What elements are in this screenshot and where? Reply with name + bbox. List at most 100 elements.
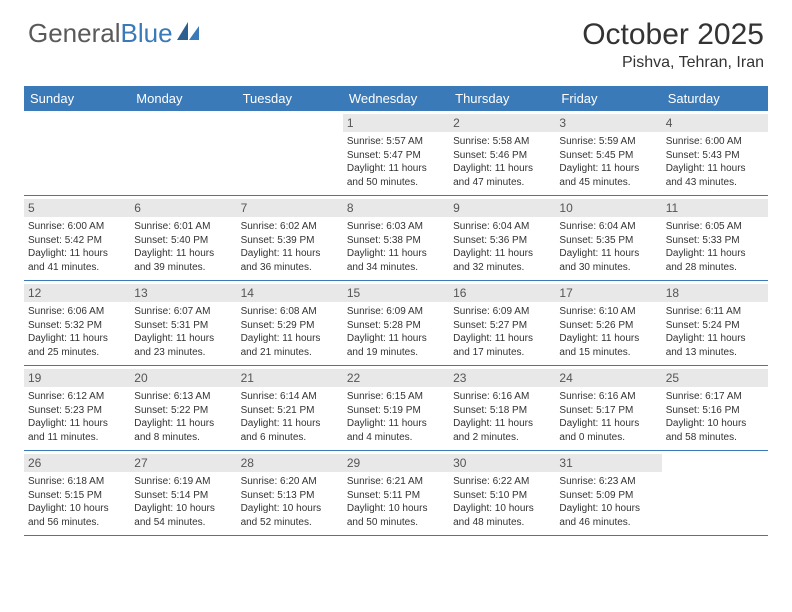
sunrise-line: Sunrise: 6:00 AM — [28, 220, 126, 234]
daylight-line: Daylight: 11 hours and 43 minutes. — [666, 162, 764, 189]
day-number: 31 — [555, 454, 661, 472]
calendar-day-cell: 9Sunrise: 6:04 AMSunset: 5:36 PMDaylight… — [449, 196, 555, 281]
day-number: 8 — [343, 199, 449, 217]
sunset-line: Sunset: 5:26 PM — [559, 319, 657, 333]
day-info: Sunrise: 6:20 AMSunset: 5:13 PMDaylight:… — [241, 475, 339, 529]
daylight-line: Daylight: 11 hours and 2 minutes. — [453, 417, 551, 444]
daylight-line: Daylight: 11 hours and 34 minutes. — [347, 247, 445, 274]
calendar-day-cell: 23Sunrise: 6:16 AMSunset: 5:18 PMDayligh… — [449, 366, 555, 451]
calendar-day-cell: 15 Sunrise: 6:09 AMSunset: 5:28 PMDayligh… — [343, 281, 449, 366]
sunrise-line: Sunrise: 6:05 AM — [666, 220, 764, 234]
calendar-day-cell: 20 Sunrise: 6:13 AMSunset: 5:22 PMDayligh… — [130, 366, 236, 451]
day-number: 19 — [24, 369, 130, 387]
day-number: 30 — [449, 454, 555, 472]
daylight-line: Daylight: 10 hours and 58 minutes. — [666, 417, 764, 444]
sail-icon — [175, 20, 201, 47]
calendar-day-cell: 18Sunrise: 6:11 AMSunset: 5:24 PMDayligh… — [662, 281, 768, 366]
weekday-header: Thursday — [449, 86, 555, 111]
day-number: 27 — [130, 454, 236, 472]
day-info: Sunrise: 6:09 AMSunset: 5:28 PMDaylight:… — [347, 305, 445, 359]
day-number: 11 — [662, 199, 768, 217]
day-info: Sunrise: 6:11 AMSunset: 5:24 PMDaylight:… — [666, 305, 764, 359]
daylight-line: Daylight: 11 hours and 11 minutes. — [28, 417, 126, 444]
calendar-day-cell: 14Sunrise: 6:08 AMSunset: 5:29 PMDayligh… — [237, 281, 343, 366]
sunrise-line: Sunrise: 5:59 AM — [559, 135, 657, 149]
sunset-line: Sunset: 5:39 PM — [241, 234, 339, 248]
day-info: Sunrise: 6:02 AMSunset: 5:39 PMDaylight:… — [241, 220, 339, 274]
daylight-line: Daylight: 10 hours and 48 minutes. — [453, 502, 551, 529]
sunset-line: Sunset: 5:17 PM — [559, 404, 657, 418]
day-info: Sunrise: 5:58 AMSunset: 5:46 PMDaylight:… — [453, 135, 551, 189]
day-info: Sunrise: 6:06 AMSunset: 5:32 PMDaylight:… — [28, 305, 126, 359]
calendar-day-cell: 13Sunrise: 6:07 AMSunset: 5:31 PMDayligh… — [130, 281, 236, 366]
sunrise-line: Sunrise: 6:16 AM — [559, 390, 657, 404]
day-number: 25 — [662, 369, 768, 387]
sunset-line: Sunset: 5:19 PM — [347, 404, 445, 418]
sunrise-line: Sunrise: 6:17 AM — [666, 390, 764, 404]
day-info: Sunrise: 6:16 AMSunset: 5:17 PMDaylight:… — [559, 390, 657, 444]
day-number: 24 — [555, 369, 661, 387]
sunrise-line: Sunrise: 5:57 AM — [347, 135, 445, 149]
sunset-line: Sunset: 5:18 PM — [453, 404, 551, 418]
calendar-week-row: 1 Sunrise: 5:57 AMSunset: 5:47 PMDaylight… — [24, 111, 768, 196]
sunrise-line: Sunrise: 6:22 AM — [453, 475, 551, 489]
sunrise-line: Sunrise: 6:07 AM — [134, 305, 232, 319]
day-number: 10 — [555, 199, 661, 217]
daylight-line: Daylight: 10 hours and 56 minutes. — [28, 502, 126, 529]
daylight-line: Daylight: 11 hours and 28 minutes. — [666, 247, 764, 274]
daylight-line: Daylight: 10 hours and 52 minutes. — [241, 502, 339, 529]
day-info: Sunrise: 6:19 AMSunset: 5:14 PMDaylight:… — [134, 475, 232, 529]
day-number: 21 — [237, 369, 343, 387]
day-number: 1 — [343, 114, 449, 132]
sunset-line: Sunset: 5:28 PM — [347, 319, 445, 333]
daylight-line: Daylight: 11 hours and 21 minutes. — [241, 332, 339, 359]
calendar-week-row: 12Sunrise: 6:06 AMSunset: 5:32 PMDayligh… — [24, 281, 768, 366]
calendar-day-cell: 31Sunrise: 6:23 AMSunset: 5:09 PMDayligh… — [555, 451, 661, 536]
weekday-header: Sunday — [24, 86, 130, 111]
sunset-line: Sunset: 5:24 PM — [666, 319, 764, 333]
logo-word-2: Blue — [121, 18, 173, 48]
day-info: Sunrise: 6:05 AMSunset: 5:33 PMDaylight:… — [666, 220, 764, 274]
day-info: Sunrise: 5:59 AMSunset: 5:45 PMDaylight:… — [559, 135, 657, 189]
calendar-day-cell: 7Sunrise: 6:02 AMSunset: 5:39 PMDaylight… — [237, 196, 343, 281]
day-number: 20 — [130, 369, 236, 387]
day-number: 26 — [24, 454, 130, 472]
sunrise-line: Sunrise: 6:12 AM — [28, 390, 126, 404]
day-info: Sunrise: 5:57 AMSunset: 5:47 PMDaylight:… — [347, 135, 445, 189]
logo-word-1: General — [28, 18, 121, 48]
day-info: Sunrise: 6:13 AMSunset: 5:22 PMDaylight:… — [134, 390, 232, 444]
calendar-day-cell: 22 Sunrise: 6:15 AMSunset: 5:19 PMDayligh… — [343, 366, 449, 451]
sunset-line: Sunset: 5:38 PM — [347, 234, 445, 248]
sunset-line: Sunset: 5:27 PM — [453, 319, 551, 333]
sunset-line: Sunset: 5:35 PM — [559, 234, 657, 248]
daylight-line: Daylight: 11 hours and 0 minutes. — [559, 417, 657, 444]
calendar-day-cell: 5Sunrise: 6:00 AMSunset: 5:42 PMDaylight… — [24, 196, 130, 281]
sunset-line: Sunset: 5:42 PM — [28, 234, 126, 248]
day-info: Sunrise: 6:09 AMSunset: 5:27 PMDaylight:… — [453, 305, 551, 359]
day-number: 4 — [662, 114, 768, 132]
calendar-day-cell: 11 Sunrise: 6:05 AMSunset: 5:33 PMDayligh… — [662, 196, 768, 281]
day-number: 15 — [343, 284, 449, 302]
calendar-day-cell: 24 Sunrise: 6:16 AMSunset: 5:17 PMDayligh… — [555, 366, 661, 451]
sunset-line: Sunset: 5:23 PM — [28, 404, 126, 418]
sunrise-line: Sunrise: 6:03 AM — [347, 220, 445, 234]
sunrise-line: Sunrise: 6:09 AM — [453, 305, 551, 319]
day-info: Sunrise: 6:10 AMSunset: 5:26 PMDaylight:… — [559, 305, 657, 359]
sunrise-line: Sunrise: 6:08 AM — [241, 305, 339, 319]
sunrise-line: Sunrise: 6:20 AM — [241, 475, 339, 489]
sunrise-line: Sunrise: 6:14 AM — [241, 390, 339, 404]
day-info: Sunrise: 6:15 AMSunset: 5:19 PMDaylight:… — [347, 390, 445, 444]
sunrise-line: Sunrise: 5:58 AM — [453, 135, 551, 149]
calendar-day-cell: 28Sunrise: 6:20 AMSunset: 5:13 PMDayligh… — [237, 451, 343, 536]
calendar-day-cell: 21Sunrise: 6:14 AMSunset: 5:21 PMDayligh… — [237, 366, 343, 451]
daylight-line: Daylight: 11 hours and 41 minutes. — [28, 247, 126, 274]
day-number: 22 — [343, 369, 449, 387]
weekday-header: Saturday — [662, 86, 768, 111]
day-number: 2 — [449, 114, 555, 132]
day-info: Sunrise: 6:04 AMSunset: 5:35 PMDaylight:… — [559, 220, 657, 274]
daylight-line: Daylight: 11 hours and 25 minutes. — [28, 332, 126, 359]
sunrise-line: Sunrise: 6:21 AM — [347, 475, 445, 489]
calendar-day-cell: 25Sunrise: 6:17 AMSunset: 5:16 PMDayligh… — [662, 366, 768, 451]
logo: GeneralBlue — [28, 18, 201, 49]
sunrise-line: Sunrise: 6:16 AM — [453, 390, 551, 404]
